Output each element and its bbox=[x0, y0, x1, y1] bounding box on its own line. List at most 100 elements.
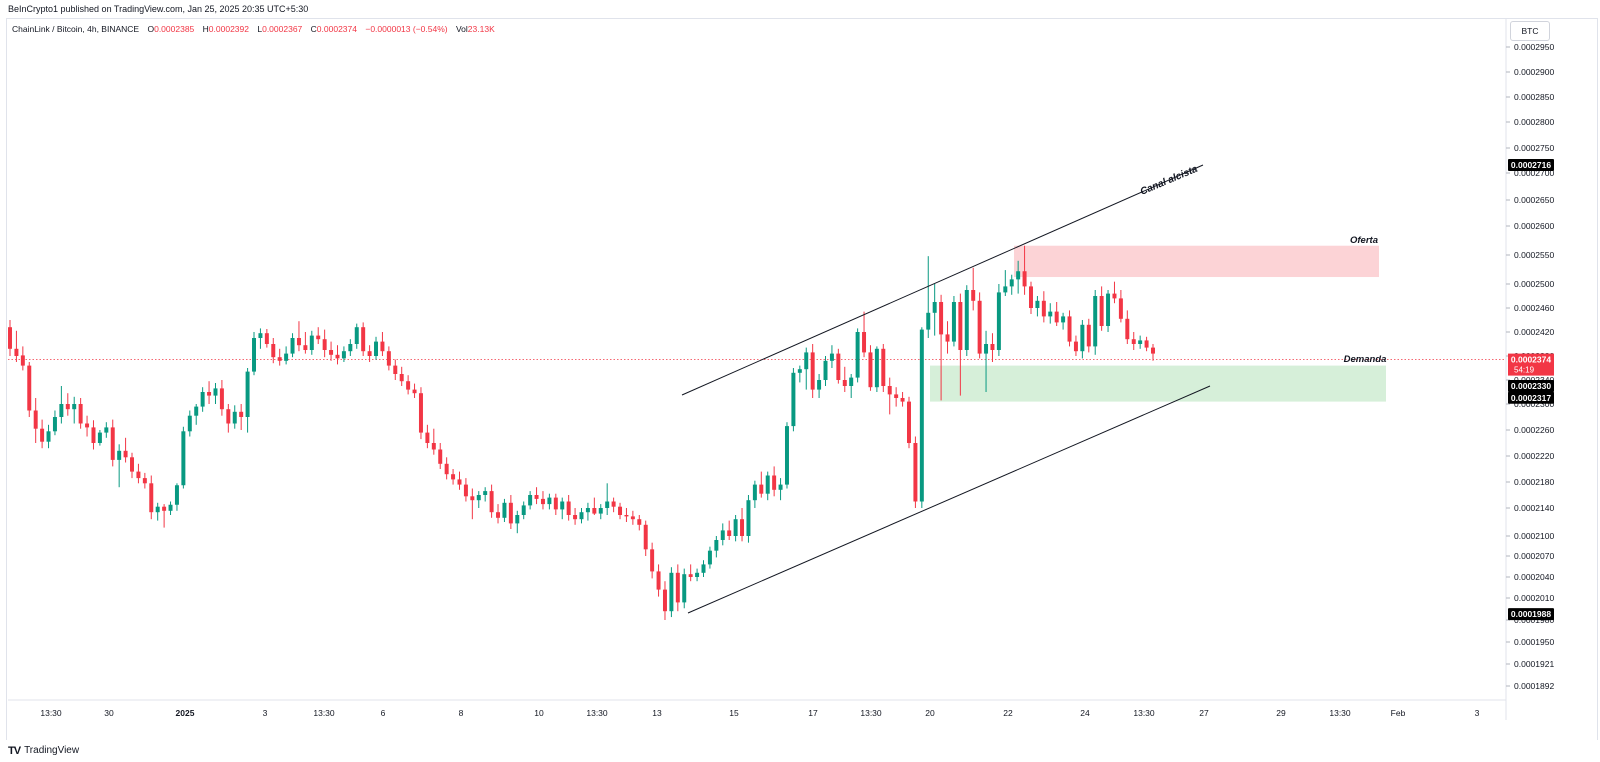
candle-body bbox=[688, 574, 693, 577]
candle-body bbox=[97, 432, 102, 443]
candle bbox=[329, 341, 334, 361]
candle bbox=[14, 330, 19, 362]
low-value: 0.0002367 bbox=[262, 24, 303, 34]
candle bbox=[187, 410, 192, 437]
candle bbox=[78, 398, 83, 429]
current-price-text: 0.0002374 bbox=[1511, 355, 1551, 365]
candle bbox=[496, 504, 501, 524]
candle bbox=[842, 366, 847, 392]
symbol-legend: ChainLink / Bitcoin, 4h, BINANCE O 0.0002… bbox=[12, 22, 495, 36]
candle-body bbox=[804, 352, 809, 370]
candle bbox=[573, 508, 578, 525]
candle bbox=[810, 344, 815, 398]
candle bbox=[290, 333, 295, 358]
candle-body bbox=[977, 300, 982, 354]
price-axis[interactable]: 0.0002950 0.0002900 0.0002850 0.0002800 0.00… bbox=[1505, 18, 1554, 720]
candle-body bbox=[303, 345, 308, 350]
candle-body bbox=[470, 496, 475, 501]
candle-body bbox=[919, 329, 924, 502]
y-tick-label: 0.0002800 bbox=[1514, 117, 1554, 127]
candle-body bbox=[258, 333, 263, 338]
y-tick-label: 0.0001892 bbox=[1514, 681, 1554, 691]
candle bbox=[630, 510, 635, 525]
y-tick-label: 0.0002900 bbox=[1514, 67, 1554, 77]
candle-body bbox=[1093, 296, 1098, 347]
candle-body bbox=[162, 506, 167, 511]
candle-body bbox=[496, 512, 501, 518]
time-axis[interactable]: 13:30 30 2025 3 13:30 6 8 10 13:30 13 15 17 13:30 20 2… bbox=[8, 699, 1506, 718]
candle bbox=[316, 327, 321, 344]
candle bbox=[207, 381, 212, 404]
candle bbox=[425, 424, 430, 449]
candle bbox=[829, 345, 834, 368]
candle-body bbox=[964, 290, 969, 350]
candle-body bbox=[418, 393, 423, 433]
candle-body bbox=[971, 290, 976, 301]
symbol-name[interactable]: ChainLink / Bitcoin, 4h, BINANCE bbox=[12, 24, 140, 34]
candle-body bbox=[72, 404, 77, 410]
candle bbox=[772, 466, 777, 497]
open-label: O bbox=[147, 24, 155, 34]
candle-body bbox=[46, 431, 51, 442]
x-tick-label: 3 bbox=[263, 708, 268, 718]
candle-body bbox=[984, 344, 989, 354]
candle-body bbox=[444, 463, 449, 475]
candle bbox=[239, 404, 244, 430]
candle bbox=[945, 321, 950, 354]
candle-body bbox=[682, 574, 687, 603]
candle bbox=[669, 567, 674, 618]
candle bbox=[1054, 302, 1059, 326]
marker-tag-b bbox=[1508, 380, 1554, 392]
candle bbox=[412, 383, 417, 398]
candle-body bbox=[585, 508, 590, 513]
candle-body bbox=[489, 491, 494, 513]
candle-body bbox=[900, 398, 905, 402]
candle-body bbox=[945, 334, 950, 342]
candle bbox=[444, 457, 449, 480]
candle-body bbox=[329, 350, 334, 355]
candle bbox=[1029, 281, 1033, 314]
channel-label: Canal alcista bbox=[1139, 164, 1200, 198]
currency-badge[interactable]: BTC bbox=[1510, 21, 1550, 41]
candle-body bbox=[797, 369, 802, 373]
candle bbox=[521, 501, 526, 520]
candle bbox=[675, 564, 680, 612]
candle-body bbox=[483, 491, 488, 495]
y-tick-label: 0.0002140 bbox=[1514, 503, 1554, 513]
candle bbox=[258, 328, 263, 349]
zones bbox=[8, 245, 1506, 402]
footer-brand[interactable]: TV TradingView bbox=[8, 744, 79, 758]
candle bbox=[964, 285, 969, 356]
candle-body bbox=[842, 380, 847, 386]
candle-body bbox=[624, 515, 629, 517]
x-tick-label: 13:30 bbox=[1133, 708, 1155, 718]
candle bbox=[245, 368, 250, 433]
candle-body bbox=[862, 332, 867, 353]
candle bbox=[540, 491, 545, 510]
candle-body bbox=[142, 478, 147, 484]
marker-tag-a-text: 0.0002716 bbox=[1511, 160, 1551, 170]
candle bbox=[1131, 332, 1136, 350]
candle bbox=[174, 483, 179, 511]
candle-body bbox=[27, 365, 32, 411]
candle-body bbox=[1054, 311, 1059, 323]
candle bbox=[804, 347, 809, 390]
candle bbox=[984, 330, 989, 392]
candle bbox=[887, 377, 892, 415]
candle bbox=[990, 333, 995, 362]
candle bbox=[393, 359, 398, 380]
candle-body bbox=[643, 524, 648, 550]
candle bbox=[1151, 344, 1155, 361]
candle bbox=[650, 542, 655, 579]
candle-body bbox=[91, 427, 96, 443]
candle bbox=[688, 564, 693, 582]
x-tick-label: Feb bbox=[1391, 708, 1406, 718]
candle-body bbox=[829, 353, 834, 361]
candle bbox=[149, 475, 154, 520]
marker-tag-c-text: 0.0002317 bbox=[1511, 393, 1551, 403]
candle-body bbox=[374, 341, 379, 356]
candle-body bbox=[1048, 311, 1053, 317]
candle bbox=[232, 405, 237, 429]
candle-body bbox=[733, 519, 738, 536]
